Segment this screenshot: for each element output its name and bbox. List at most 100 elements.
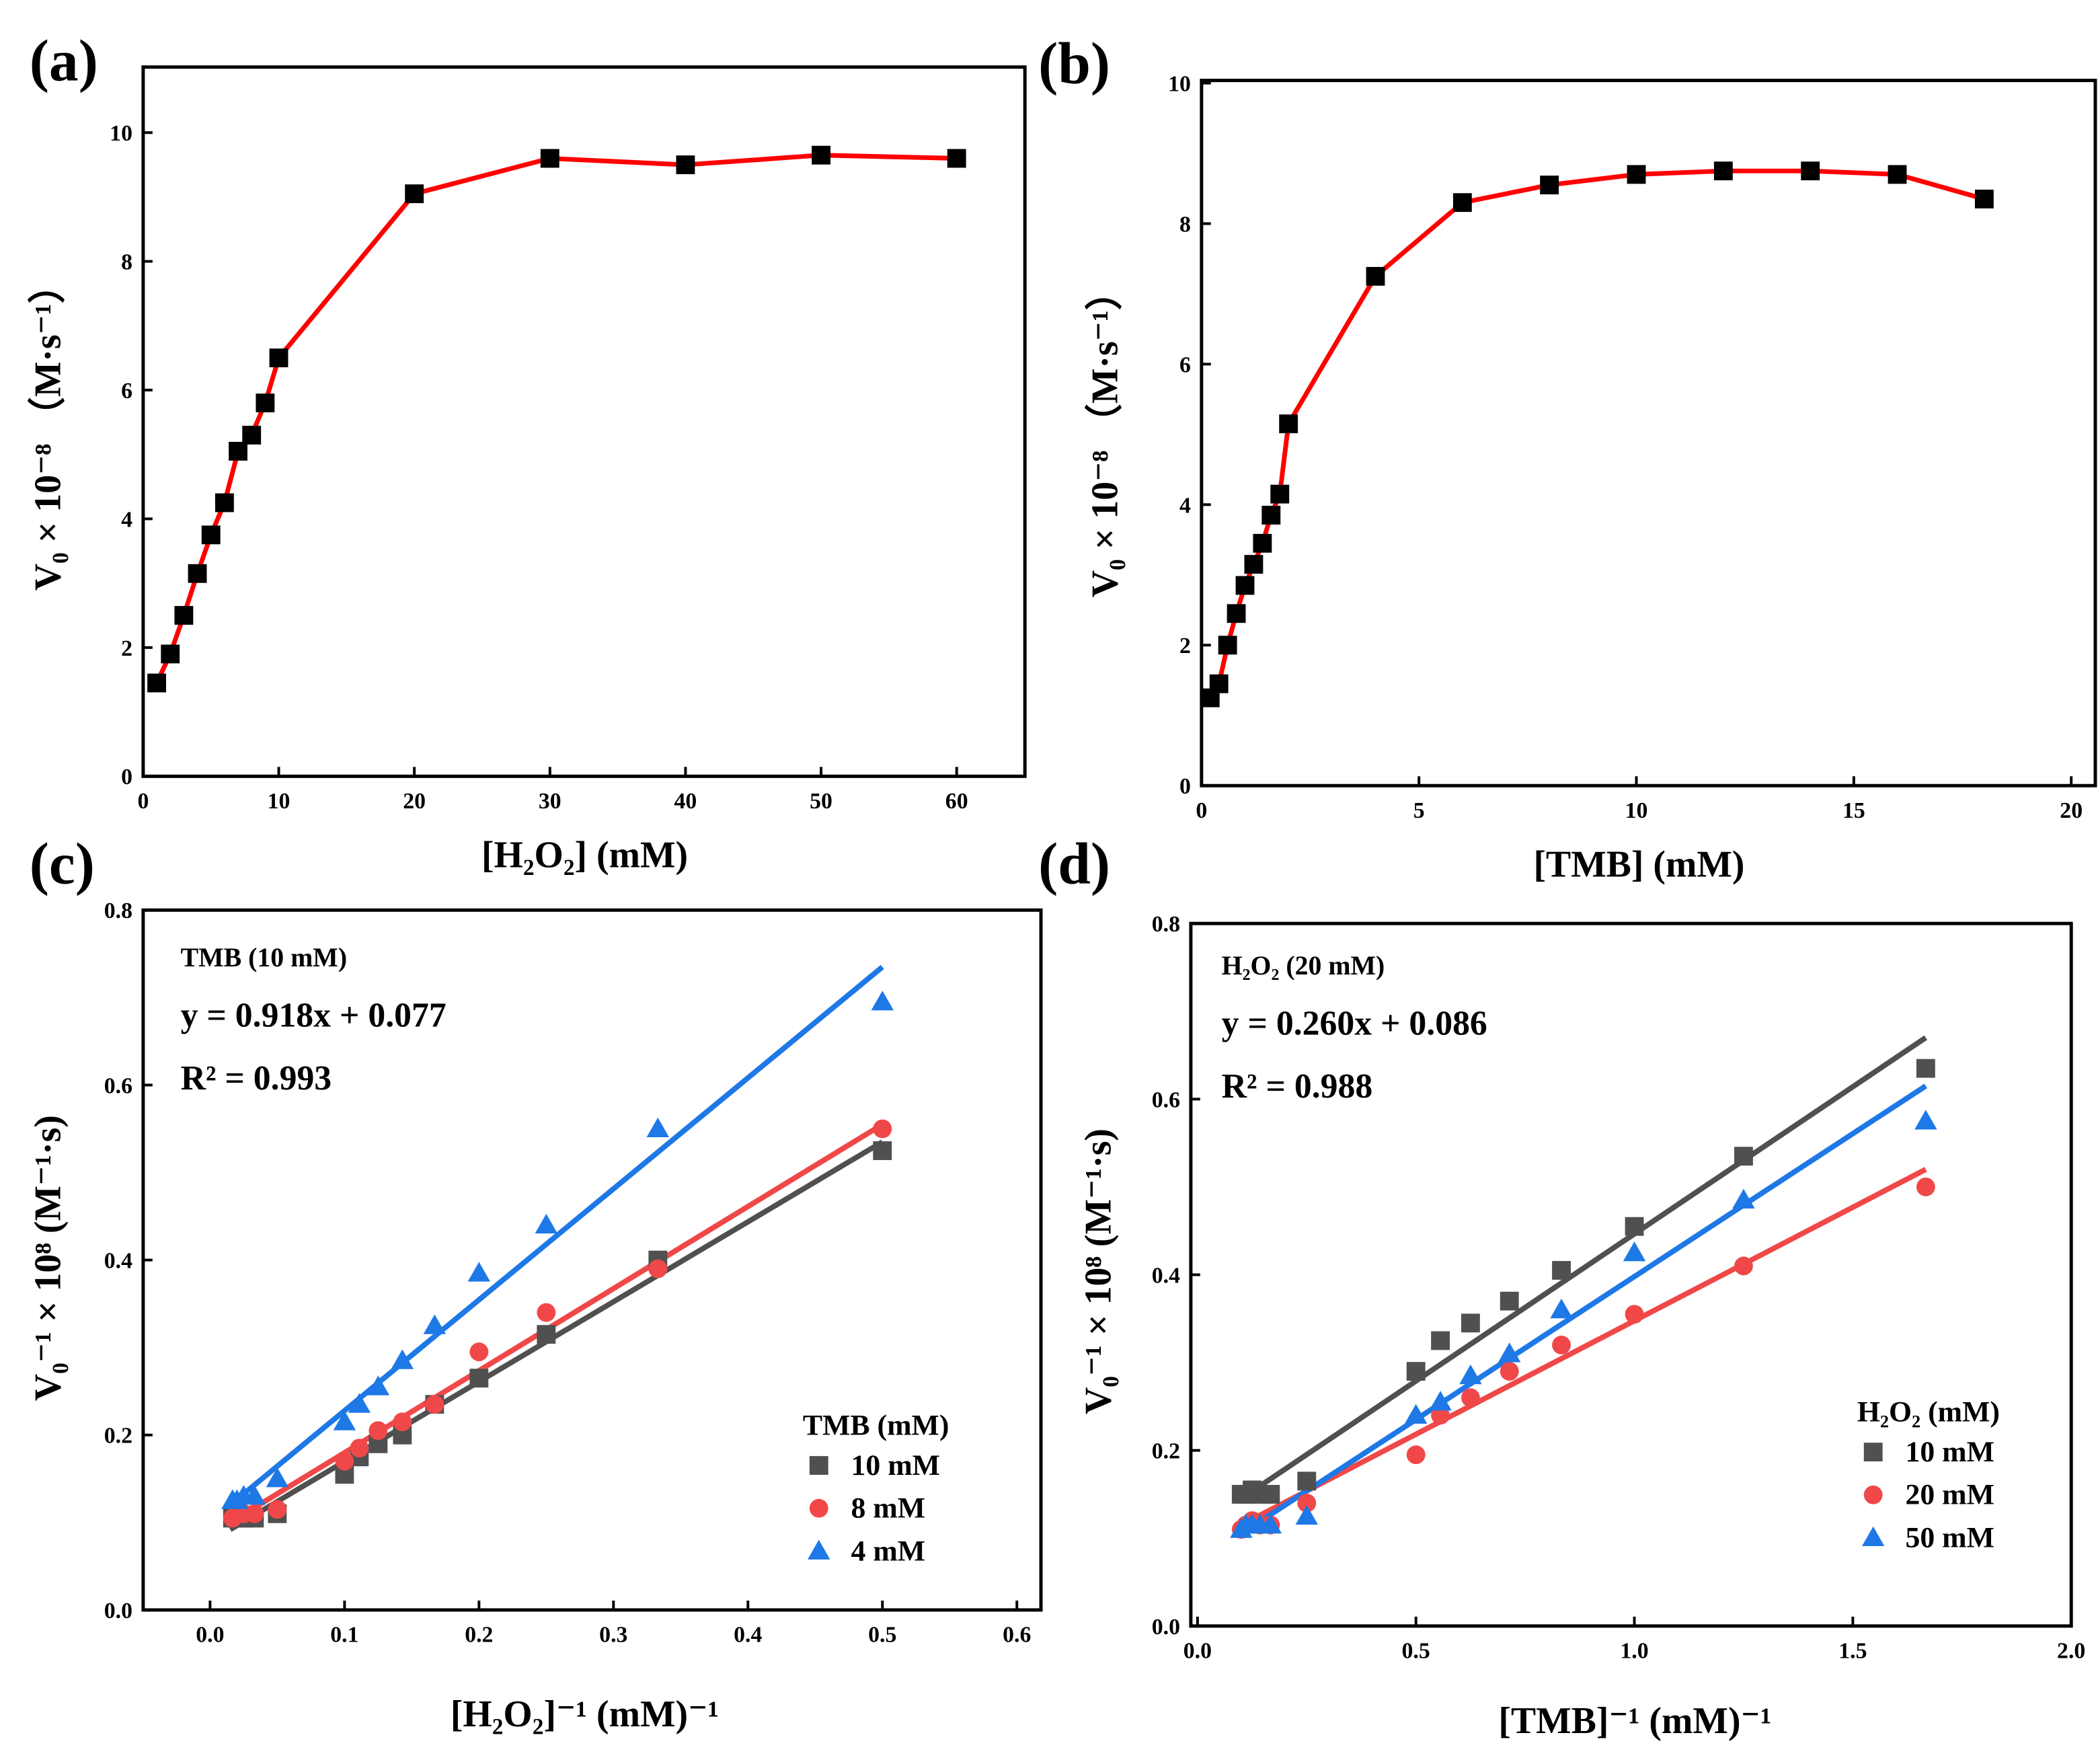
x-axis-label: [TMB]⁻¹ (mM)⁻¹: [1498, 1700, 1771, 1742]
panel-c-data-point: [245, 1504, 264, 1523]
panel-d-data-point: [1732, 1188, 1755, 1209]
x-tick-label: 15: [1842, 798, 1865, 823]
legend-marker: [809, 1456, 828, 1475]
panel-a-data-point: [405, 184, 424, 204]
panel-a-data-point: [676, 155, 695, 174]
panel-a-data-point: [201, 525, 221, 545]
panel-d-data-point: [1297, 1471, 1317, 1491]
panel-c-data-point: [268, 1500, 287, 1519]
panel-d-fit-line-50mM: [1239, 1083, 1928, 1537]
panel-b-data-point: [1801, 161, 1820, 181]
panel-c-fit-line-4mM: [228, 964, 884, 1507]
panel-d-data-point: [1404, 1404, 1428, 1424]
panel-b-series-line: [1208, 168, 1985, 699]
panel-b-data-point: [1261, 506, 1281, 525]
y-tick-label: 0.8: [1152, 912, 1180, 937]
panel-d-data-point: [1625, 1217, 1644, 1236]
panel-a-data-point: [269, 348, 288, 368]
legend-label: 4 mM: [851, 1535, 926, 1567]
panel-a-data-point: [812, 145, 830, 165]
panel-c-data-point: [348, 1393, 371, 1413]
panel-d-data-point: [1500, 1362, 1519, 1381]
panel-c-data-point: [467, 1262, 491, 1282]
panel-c-data-point: [871, 991, 894, 1011]
x-tick-label: 20: [403, 789, 426, 814]
panel-c-fit-line-10mM: [229, 1139, 884, 1532]
x-tick-label: 30: [539, 789, 561, 814]
panel-a-data-point: [242, 426, 262, 445]
panel-d-data-point: [1498, 1342, 1521, 1363]
x-tick-label: 10: [268, 789, 290, 814]
x-tick-label: 5: [1413, 798, 1425, 823]
legend-title: H₂O₂ (mM): [1857, 1395, 2000, 1428]
panel-c-data-point: [243, 1485, 266, 1505]
y-tick-label: 0.4: [104, 1249, 132, 1274]
panel-b-data-point: [1366, 266, 1385, 286]
y-tick-label: 6: [1179, 352, 1191, 377]
y-tick-label: 0.0: [1152, 1615, 1180, 1640]
y-tick-label: 0.6: [1152, 1087, 1180, 1112]
y-tick-label: 4: [121, 507, 132, 532]
legend-marker: [808, 1539, 830, 1560]
panel-d-data-point: [1552, 1261, 1571, 1280]
panel-c-data-point: [366, 1375, 390, 1395]
panel-d-data-point: [1550, 1299, 1573, 1319]
x-tick-label: 10: [1625, 798, 1648, 823]
legend-title: TMB (mM): [803, 1409, 949, 1441]
panel-a-data-point: [147, 673, 166, 693]
x-axis-label: [TMB] (mM): [1534, 844, 1745, 886]
annotation-equation: y = 0.260x + 0.086: [1222, 1004, 1487, 1042]
x-tick-label: 0: [1196, 798, 1207, 823]
panel-b-data-point: [1888, 165, 1907, 184]
legend-label: 10 mM: [851, 1449, 940, 1482]
y-tick-label: 0.6: [104, 1073, 132, 1098]
panel-d-data-point: [1625, 1305, 1644, 1324]
panel-a-data-point: [540, 149, 559, 168]
panel-c-data-point: [646, 1117, 670, 1138]
panel-a-data-point: [174, 606, 194, 625]
panel-c-label: (c): [30, 831, 95, 896]
y-tick-label: 2: [121, 636, 132, 661]
panel-d-data-point: [1259, 1513, 1282, 1534]
legend-marker: [1863, 1443, 1883, 1462]
panel-c-data-point: [393, 1412, 412, 1432]
panel-a-series-line: [154, 153, 957, 685]
panel-a-data-point: [229, 442, 247, 461]
y-axis-label: V₀ × 10⁻⁸ （M·s⁻¹）: [1083, 273, 1126, 598]
legend-label: 20 mM: [1905, 1479, 1994, 1511]
panel-d-fit-line-20mM: [1239, 1167, 1927, 1528]
x-tick-label: 0.6: [1003, 1623, 1031, 1648]
x-tick-label: 20: [2060, 798, 2083, 823]
panel-c-data-point: [423, 1314, 446, 1334]
panel-c-data-point: [873, 1141, 892, 1160]
panel-b-data-point: [1627, 165, 1646, 184]
panel-b-data-point: [1235, 576, 1255, 595]
panel-d-data-point: [1261, 1485, 1280, 1504]
x-tick-label: 0.0: [196, 1623, 224, 1648]
panel-d-data-point: [1914, 1110, 1937, 1130]
x-axis-label: [H₂O₂]⁻¹ (mM)⁻¹: [451, 1693, 719, 1735]
y-tick-label: 10: [110, 121, 132, 146]
annotation-r2: R² = 0.993: [181, 1059, 332, 1098]
y-axis-label: V₀⁻¹ × 10⁸ (M⁻¹·s): [28, 1115, 69, 1401]
panel-d-data-point: [1431, 1406, 1450, 1425]
y-tick-label: 8: [1179, 212, 1191, 237]
y-tick-label: 0: [1179, 774, 1191, 799]
x-tick-label: 0.4: [734, 1623, 762, 1648]
panel-b-data-point: [1713, 161, 1733, 181]
annotation-condition: TMB (10 mM): [181, 943, 347, 972]
panel-b-data-point: [1270, 484, 1290, 504]
panel-d-data-point: [1406, 1445, 1426, 1465]
panel-a-data-point: [947, 149, 966, 168]
panel-c-data-point: [335, 1451, 354, 1471]
y-axis-label: V₀ × 10⁻⁸ （M·s⁻¹）: [27, 266, 69, 591]
x-tick-label: 40: [674, 789, 697, 814]
x-tick-label: 0.0: [1183, 1639, 1212, 1664]
y-tick-label: 0: [121, 765, 132, 790]
y-tick-label: 2: [1179, 634, 1191, 658]
panel-c-fit-line-8mM: [229, 1122, 884, 1525]
panel-a-axes-frame: [141, 65, 1027, 778]
panel-a-label: (a): [30, 28, 98, 93]
panel-d-data-point: [1552, 1336, 1571, 1354]
